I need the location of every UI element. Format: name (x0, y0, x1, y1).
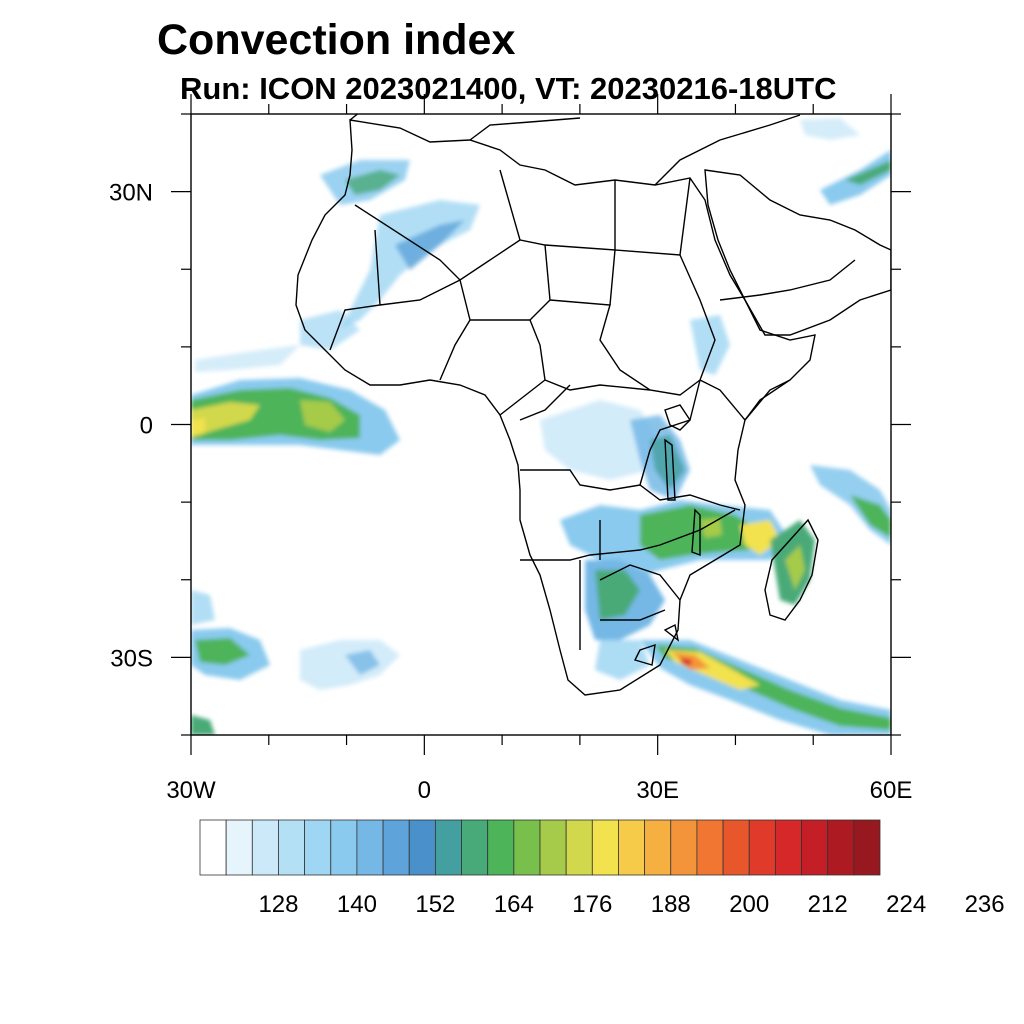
colorbar-swatch (225, 819, 253, 876)
coastlines (295, 114, 891, 696)
y-axis-labels: 30N 0 30S (109, 180, 153, 673)
colorbar-swatch (853, 819, 881, 876)
colorbar-swatch (644, 819, 672, 876)
colorbar-swatch (330, 819, 358, 876)
chart-subtitle: Run: ICON 2023021400, VT: 20230216-18UTC (180, 71, 837, 106)
colorbar (199, 819, 881, 876)
y-tick-label: 30N (109, 180, 153, 207)
colorbar-label: 128 (258, 891, 298, 918)
axis-ticks (171, 94, 911, 755)
colorbar-swatch (199, 819, 227, 876)
colorbar-swatch (591, 819, 619, 876)
colorbar-swatch (408, 819, 436, 876)
colorbar-swatch (278, 819, 306, 876)
x-tick-label: 30E (636, 777, 679, 804)
colorbar-swatch (304, 819, 332, 876)
colorbar-swatch (461, 819, 489, 876)
colorbar-label: 140 (337, 891, 377, 918)
colorbar-swatch (565, 819, 593, 876)
colorbar-label: 212 (808, 891, 848, 918)
x-tick-label: 0 (418, 777, 431, 804)
chart-title: Convection index (157, 16, 516, 64)
colorbar-swatch (487, 819, 515, 876)
colorbar-labels: 128 140 152 164 176 188 200 212 224 236 (258, 891, 1004, 918)
colorbar-swatch (513, 819, 541, 876)
colorbar-label: 200 (729, 891, 769, 918)
colorbar-swatch (382, 819, 410, 876)
convection-field (191, 118, 891, 735)
colorbar-label: 176 (572, 891, 612, 918)
colorbar-label: 188 (651, 891, 691, 918)
colorbar-swatch (251, 819, 279, 876)
colorbar-swatch (827, 819, 855, 876)
colorbar-swatch (696, 819, 724, 876)
colorbar-swatch (618, 819, 646, 876)
x-axis-labels: 30W 0 30E 60E (166, 777, 912, 804)
colorbar-swatch (356, 819, 384, 876)
colorbar-label: 152 (415, 891, 455, 918)
colorbar-swatch (539, 819, 567, 876)
colorbar-label: 164 (494, 891, 534, 918)
colorbar-swatch (434, 819, 462, 876)
colorbar-swatch (801, 819, 829, 876)
y-tick-label: 0 (140, 413, 153, 440)
x-tick-label: 30W (166, 777, 216, 804)
x-tick-label: 60E (870, 777, 913, 804)
colorbar-label: 224 (886, 891, 926, 918)
colorbar-swatch (748, 819, 776, 876)
y-tick-label: 30S (110, 645, 153, 672)
colorbar-swatch (774, 819, 802, 876)
colorbar-swatch (722, 819, 750, 876)
colorbar-swatch (670, 819, 698, 876)
colorbar-label: 236 (965, 891, 1005, 918)
